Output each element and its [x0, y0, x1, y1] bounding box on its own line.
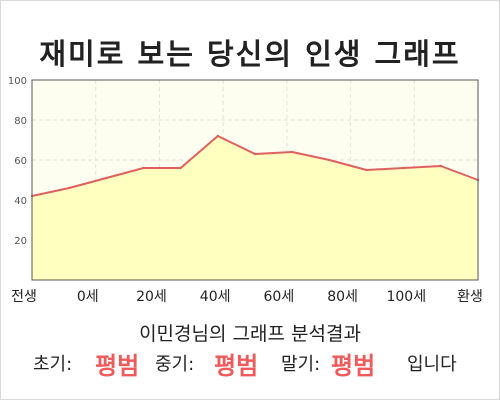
x-tick-label: 0세 — [77, 289, 99, 305]
late-label: 말기: — [281, 354, 321, 375]
y-tick-label: 20 — [14, 236, 27, 247]
y-tick-label: 40 — [14, 196, 27, 207]
x-tick-label: 40세 — [200, 289, 231, 305]
data-point — [365, 168, 368, 172]
x-tick-label: 20세 — [136, 289, 167, 305]
data-point — [253, 152, 257, 156]
data-point — [179, 166, 182, 170]
early-value: 평범 — [95, 352, 140, 380]
x-tick-label: 환생 — [457, 289, 483, 305]
middle-value: 평범 — [214, 352, 259, 380]
data-point — [216, 134, 220, 138]
analysis-result: 초기: 평범 중기: 평범 말기: 평범 입니다 — [0, 346, 500, 380]
data-point — [290, 150, 294, 154]
middle-label: 중기: — [155, 354, 195, 375]
y-tick-label: 60 — [14, 156, 27, 167]
early-label: 초기: — [33, 354, 73, 375]
x-tick-label: 전생 — [11, 289, 37, 305]
area-fill — [32, 136, 478, 280]
x-tick-label: 80세 — [327, 289, 358, 305]
data-point — [105, 176, 108, 180]
data-point — [328, 158, 331, 162]
y-tick-label: 100 — [8, 76, 27, 87]
page-title: 재미로 보는 당신의 인생 그래프 — [39, 37, 461, 71]
y-tick-label: 80 — [14, 116, 27, 127]
ending-text: 입니다 — [407, 354, 457, 375]
data-point — [439, 164, 443, 168]
data-point — [67, 186, 71, 190]
x-tick-label: 60세 — [264, 289, 295, 305]
x-tick-label: 100세 — [386, 289, 426, 305]
data-point — [402, 166, 405, 170]
data-point — [142, 166, 145, 170]
analysis-subtitle: 이민경님의 그래프 분석결과 — [139, 323, 361, 345]
late-value: 평범 — [331, 352, 376, 380]
plot-border — [31, 79, 479, 281]
